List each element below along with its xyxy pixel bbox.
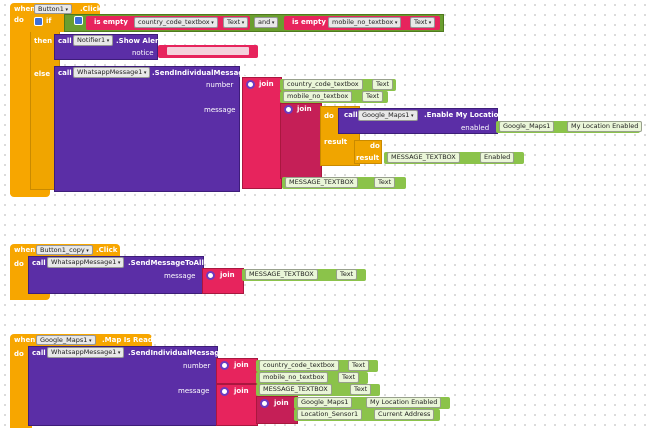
google-maps-dropdown[interactable]: Google_Maps1	[358, 110, 418, 121]
join-gear-icon[interactable]	[246, 80, 255, 89]
country-code-textbox-dropdown[interactable]: country_code_textbox	[134, 17, 218, 28]
is-empty-label-1: is empty	[94, 18, 128, 26]
else-label: else	[34, 70, 51, 78]
text-getter-dropdown[interactable]: Text	[372, 79, 394, 90]
send-individual-method-b3: .SendIndividualMessage	[128, 349, 225, 357]
country-code-getter-dropdown[interactable]: country_code_textbox	[283, 79, 363, 90]
do-label-b3: do	[14, 350, 24, 358]
message-label: message	[204, 106, 236, 114]
event-spine-2	[10, 256, 32, 300]
when-label-2: when	[14, 246, 36, 254]
message-textbox-dropdown-b3[interactable]: MESSAGE_TEXTBOX	[259, 384, 332, 395]
enable-my-location-method: .Enable My Location	[424, 111, 504, 119]
text-getter-dropdown-2[interactable]: Text	[362, 91, 384, 102]
join-label-2: join	[297, 105, 312, 113]
do-label: do	[14, 16, 24, 24]
message-join-block[interactable]	[280, 103, 322, 179]
whatsapp-dropdown-3[interactable]: WhatsappMessage1	[47, 347, 125, 358]
do-label-b2: do	[14, 260, 24, 268]
mobile-no-getter-dropdown[interactable]: mobile_no_textbox	[283, 91, 353, 102]
event-footer	[10, 190, 50, 197]
join-label: join	[259, 80, 274, 88]
text-property-dropdown[interactable]: Text	[223, 17, 249, 28]
inner-do-result-block[interactable]	[354, 140, 382, 164]
component-dropdown[interactable]: Button1	[34, 4, 73, 14]
component-dropdown-3[interactable]: Google_Maps1	[36, 335, 96, 345]
event-name-2: .Click	[96, 246, 118, 254]
my-location-enabled-dropdown[interactable]: My Location Enabled	[567, 121, 643, 132]
google-maps-dropdown-b3[interactable]: Google_Maps1	[297, 397, 353, 408]
my-location-enabled-dropdown-b3[interactable]: My Location Enabled	[366, 397, 442, 408]
join-label-b2: join	[220, 271, 235, 279]
send-individual-message-block[interactable]	[54, 66, 240, 192]
join-gear-icon-2[interactable]	[284, 105, 293, 114]
notice-text-value[interactable]	[166, 46, 250, 56]
message-textbox-dropdown-b2[interactable]: MESSAGE_TEXTBOX	[245, 269, 318, 280]
call-label-3: call	[344, 111, 358, 119]
text-dropdown-b3[interactable]: Text	[348, 360, 370, 371]
whatsapp-dropdown[interactable]: WhatsappMessage1	[73, 67, 151, 78]
whatsapp-dropdown-2[interactable]: WhatsappMessage1	[47, 257, 125, 268]
notifier-dropdown[interactable]: Notifier1	[73, 35, 114, 46]
notice-label: notice	[132, 49, 154, 57]
join-gear-icon-b2[interactable]	[206, 271, 215, 280]
text-dropdown-b3-2[interactable]: Text	[338, 372, 360, 383]
component-dropdown-2[interactable]: Button1_copy	[36, 245, 93, 255]
number-join-block[interactable]	[242, 77, 282, 189]
call-label-b3: call	[32, 349, 46, 357]
is-empty-label-2: is empty	[292, 18, 326, 26]
message-textbox-getter-dropdown[interactable]: MESSAGE_TEXTBOX	[285, 177, 358, 188]
do-label-3: do	[370, 142, 380, 150]
mobile-no-textbox-dropdown[interactable]: mobile_no_textbox	[328, 17, 402, 28]
mobile-no-dropdown-b3[interactable]: mobile_no_textbox	[259, 372, 329, 383]
google-maps-getter-dropdown[interactable]: Google_Maps1	[499, 121, 555, 132]
number-label: number	[206, 81, 234, 89]
text-property-dropdown-b2[interactable]: Text	[336, 269, 358, 280]
show-alert-method: .Show Alert	[116, 37, 162, 45]
when-label: when	[14, 5, 36, 13]
call-label-b2: call	[32, 259, 46, 267]
number-label-b3: number	[183, 362, 211, 370]
join-gear-icon-b3-3[interactable]	[260, 399, 269, 408]
and-operator-dropdown[interactable]: and	[254, 17, 279, 28]
text-property-dropdown-2[interactable]: Text	[410, 17, 436, 28]
then-label: then	[34, 37, 53, 45]
event-spine-3	[10, 346, 32, 428]
do-label-2: do	[324, 112, 334, 120]
join-label-b3-3: join	[274, 399, 289, 407]
current-address-dropdown-b3[interactable]: Current Address	[374, 409, 435, 420]
event-footer-2	[10, 293, 50, 300]
and-mutator-icon[interactable]	[74, 16, 83, 25]
message-label-b2: message	[164, 272, 196, 280]
mutator-gear-icon[interactable]	[34, 17, 43, 26]
when-label-3: when	[14, 336, 36, 344]
location-sensor-dropdown-b3[interactable]: Location_Sensor1	[297, 409, 363, 420]
event-name: .Click	[80, 5, 102, 13]
call-label-2: call	[58, 69, 72, 77]
text-dropdown-b3-3[interactable]: Text	[350, 384, 372, 395]
message-label-b3: message	[178, 387, 210, 395]
call-label: call	[58, 37, 72, 45]
join-label-b3: join	[234, 361, 249, 369]
send-individual-method: .SendIndividualMessage	[152, 69, 249, 77]
event-spine	[10, 14, 30, 194]
event-name-3: .Map Is Ready	[102, 336, 158, 344]
result-label: result	[324, 138, 348, 146]
send-message-to-all-method: .SendMessageToAll	[128, 259, 204, 267]
result-label-2: result	[356, 154, 380, 162]
message-textbox-dropdown[interactable]: MESSAGE_TEXTBOX	[387, 152, 460, 163]
send-individual-message-block-b3[interactable]	[28, 346, 218, 426]
enabled-property-dropdown[interactable]: Enabled	[480, 152, 515, 163]
text-getter-dropdown-3[interactable]: Text	[374, 177, 396, 188]
join-gear-icon-b3[interactable]	[220, 361, 229, 370]
if-label: if	[46, 17, 52, 25]
join-gear-icon-b3-2[interactable]	[220, 387, 229, 396]
join-label-b3-2: join	[234, 387, 249, 395]
enabled-label: enabled	[461, 124, 490, 132]
country-code-dropdown-b3[interactable]: country_code_textbox	[259, 360, 339, 371]
